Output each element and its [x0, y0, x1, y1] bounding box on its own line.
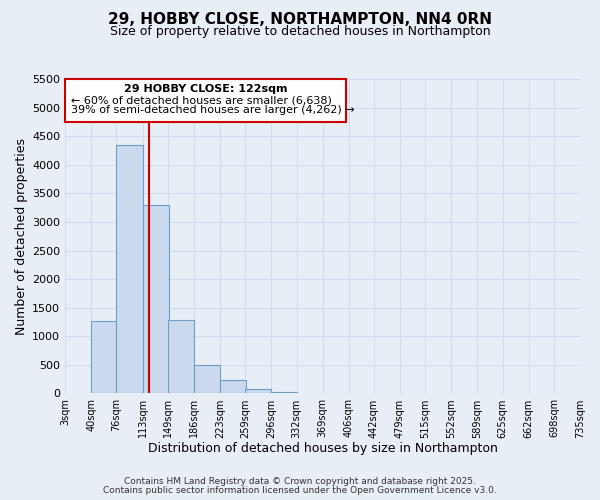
Bar	[194, 365, 220, 394]
Bar	[220, 380, 246, 394]
X-axis label: Distribution of detached houses by size in Northampton: Distribution of detached houses by size …	[148, 442, 497, 455]
Text: Contains public sector information licensed under the Open Government Licence v3: Contains public sector information licen…	[103, 486, 497, 495]
Text: 29, HOBBY CLOSE, NORTHAMPTON, NN4 0RN: 29, HOBBY CLOSE, NORTHAMPTON, NN4 0RN	[108, 12, 492, 28]
Text: ← 60% of detached houses are smaller (6,638): ← 60% of detached houses are smaller (6,…	[71, 95, 332, 105]
Bar	[168, 320, 194, 394]
Text: Contains HM Land Registry data © Crown copyright and database right 2025.: Contains HM Land Registry data © Crown c…	[124, 477, 476, 486]
Bar	[116, 145, 143, 394]
Bar	[91, 321, 117, 394]
FancyBboxPatch shape	[65, 79, 346, 122]
Text: Size of property relative to detached houses in Northampton: Size of property relative to detached ho…	[110, 25, 490, 38]
Text: 39% of semi-detached houses are larger (4,262) →: 39% of semi-detached houses are larger (…	[71, 106, 355, 116]
Bar	[143, 205, 169, 394]
Y-axis label: Number of detached properties: Number of detached properties	[15, 138, 28, 334]
Bar	[245, 389, 271, 394]
Bar	[271, 392, 297, 394]
Text: 29 HOBBY CLOSE: 122sqm: 29 HOBBY CLOSE: 122sqm	[124, 84, 287, 94]
